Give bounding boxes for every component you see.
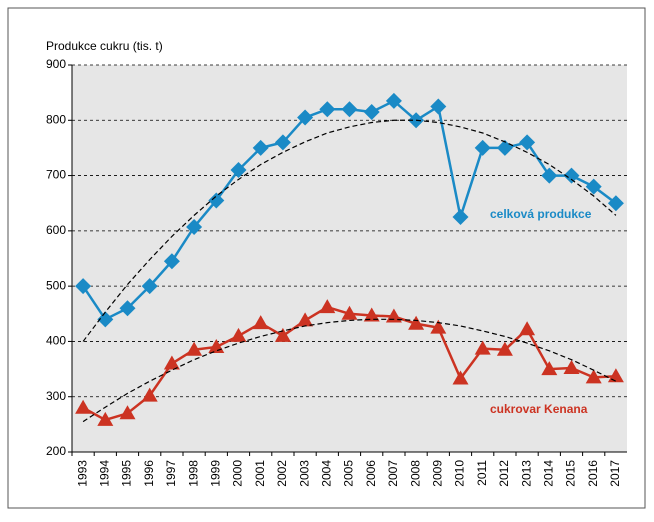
marker — [430, 319, 447, 334]
marker — [541, 167, 558, 184]
x-tick-label: 2016 — [586, 460, 600, 487]
marker — [563, 359, 580, 374]
x-tick-label: 2013 — [519, 460, 533, 487]
marker — [496, 139, 513, 156]
marker — [186, 218, 203, 235]
x-tick-label: 2002 — [275, 460, 289, 487]
marker — [341, 101, 358, 118]
marker — [341, 305, 358, 320]
x-tick-label: 1999 — [208, 460, 222, 487]
marker — [474, 340, 491, 355]
marker — [385, 92, 402, 109]
marker — [252, 315, 269, 330]
plot-area — [72, 65, 627, 452]
marker — [141, 278, 158, 295]
marker — [163, 355, 180, 370]
marker — [141, 387, 158, 402]
series-label: cukrovar Kenana — [490, 402, 588, 416]
y-axis-label: Produkce cukru (tis. t) — [46, 39, 163, 53]
x-tick-label: 1993 — [75, 460, 89, 487]
marker — [474, 139, 491, 156]
x-tick-label: 2006 — [364, 460, 378, 487]
y-tick-label: 600 — [46, 223, 66, 237]
trend-line — [82, 119, 617, 342]
marker — [274, 134, 291, 151]
marker — [363, 307, 380, 322]
x-tick-label: 2005 — [342, 460, 356, 487]
marker — [519, 321, 536, 336]
marker — [75, 278, 92, 295]
x-tick-label: 1998 — [186, 460, 200, 487]
marker — [97, 411, 114, 426]
x-tick-label: 2000 — [231, 460, 245, 487]
x-tick-label: 2003 — [297, 460, 311, 487]
series-label: celková produkce — [490, 207, 592, 221]
marker — [230, 162, 247, 179]
marker — [119, 405, 136, 420]
x-tick-label: 2010 — [453, 460, 467, 487]
marker — [585, 369, 602, 384]
y-tick-label: 800 — [46, 112, 66, 126]
x-tick-label: 2008 — [408, 460, 422, 487]
x-tick-label: 1994 — [97, 460, 111, 487]
y-tick-label: 200 — [46, 444, 66, 458]
marker — [496, 341, 513, 356]
x-tick-label: 2004 — [319, 460, 333, 487]
x-tick-label: 2007 — [386, 460, 400, 487]
marker — [230, 327, 247, 342]
marker — [75, 399, 92, 414]
marker — [408, 315, 425, 330]
marker — [452, 209, 469, 226]
x-tick-label: 2011 — [475, 460, 489, 486]
x-tick-label: 2017 — [608, 460, 622, 487]
marker — [541, 361, 558, 376]
marker — [452, 370, 469, 385]
x-tick-label: 2009 — [430, 460, 444, 487]
y-tick-label: 300 — [46, 389, 66, 403]
marker — [430, 98, 447, 115]
marker — [163, 253, 180, 270]
marker — [274, 327, 291, 342]
marker — [97, 311, 114, 328]
x-tick-label: 2014 — [541, 460, 555, 487]
trend-line — [82, 318, 617, 423]
y-tick-label: 400 — [46, 334, 66, 348]
marker — [519, 134, 536, 151]
y-tick-label: 900 — [46, 57, 66, 71]
marker — [297, 109, 314, 126]
marker — [363, 103, 380, 120]
y-tick-label: 700 — [46, 168, 66, 182]
marker — [319, 299, 336, 314]
x-tick-label: 2001 — [253, 460, 267, 487]
marker — [319, 101, 336, 118]
marker — [208, 192, 225, 209]
x-tick-label: 1996 — [142, 460, 156, 487]
marker — [252, 139, 269, 156]
marker — [585, 178, 602, 195]
marker — [186, 341, 203, 356]
marker — [607, 195, 624, 212]
y-tick-label: 500 — [46, 278, 66, 292]
x-tick-label: 1997 — [164, 460, 178, 487]
marker — [563, 167, 580, 184]
marker — [297, 312, 314, 327]
x-tick-label: 2015 — [564, 460, 578, 487]
x-tick-label: 1995 — [120, 460, 134, 487]
x-tick-label: 2012 — [497, 460, 511, 487]
marker — [119, 300, 136, 317]
